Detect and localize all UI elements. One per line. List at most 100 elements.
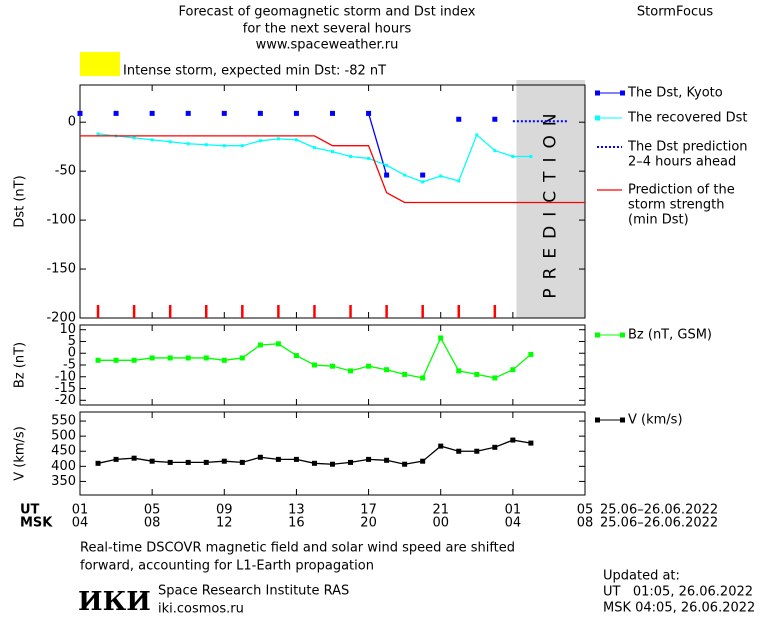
marker bbox=[257, 454, 263, 460]
marker bbox=[149, 355, 155, 361]
marker bbox=[186, 142, 190, 146]
marker bbox=[402, 461, 408, 467]
y-tick-label: -10 bbox=[55, 369, 76, 384]
legend-label: storm strength bbox=[628, 198, 725, 213]
x-tick-label: 17 bbox=[360, 503, 377, 518]
marker bbox=[330, 110, 335, 116]
marker bbox=[456, 116, 462, 122]
marker bbox=[366, 456, 372, 462]
prediction-label: PREDICTION bbox=[541, 104, 561, 298]
marker bbox=[239, 459, 245, 465]
legend-marker bbox=[595, 115, 600, 121]
marker bbox=[95, 460, 101, 466]
marker bbox=[132, 136, 136, 140]
marker bbox=[456, 448, 462, 454]
series-line bbox=[367, 113, 388, 176]
marker bbox=[96, 132, 100, 136]
marker bbox=[276, 137, 280, 141]
alert-box bbox=[80, 52, 120, 76]
note: Real-time DSCOVR magnetic field and sola… bbox=[80, 541, 515, 556]
y-tick-label: 5 bbox=[68, 334, 76, 349]
marker bbox=[492, 116, 498, 122]
y-tick-label: -50 bbox=[55, 164, 76, 179]
marker bbox=[438, 443, 444, 449]
series-line bbox=[80, 135, 585, 204]
x-tick-label: 09 bbox=[216, 503, 233, 518]
marker bbox=[257, 110, 263, 116]
y-tick-label: -200 bbox=[46, 311, 76, 326]
msk-label: MSK bbox=[20, 516, 53, 531]
legend-marker bbox=[595, 332, 600, 338]
marker bbox=[221, 110, 227, 116]
y-axis-label: Dst (nT) bbox=[13, 175, 28, 227]
marker bbox=[420, 172, 426, 178]
marker bbox=[185, 459, 191, 465]
legend-label: The recovered Dst bbox=[627, 111, 747, 126]
legend-label: 2–4 hours ahead bbox=[628, 155, 736, 170]
marker bbox=[204, 143, 208, 147]
marker bbox=[385, 163, 389, 167]
x-tick-label-msk: 04 bbox=[72, 516, 89, 531]
title-line: Forecast of geomagnetic storm and Dst in… bbox=[178, 5, 475, 20]
legend-marker bbox=[595, 90, 600, 96]
legend-marker bbox=[620, 332, 625, 338]
updated-label: Updated at: bbox=[603, 569, 680, 584]
marker bbox=[366, 363, 372, 369]
marker bbox=[167, 355, 173, 361]
y-tick-label: 0 bbox=[68, 115, 76, 130]
x-tick-label: 01 bbox=[505, 503, 522, 518]
y-tick-label: -20 bbox=[55, 393, 76, 408]
marker bbox=[203, 459, 209, 465]
marker bbox=[293, 456, 299, 462]
marker bbox=[168, 140, 172, 144]
marker bbox=[131, 455, 137, 461]
marker bbox=[384, 172, 390, 178]
y-tick-label: 400 bbox=[51, 459, 76, 474]
marker bbox=[367, 156, 371, 160]
series-line bbox=[98, 336, 532, 379]
marker bbox=[330, 461, 335, 467]
legend-marker bbox=[620, 90, 625, 96]
title-line: www.spaceweather.ru bbox=[256, 38, 399, 53]
series-line bbox=[97, 133, 531, 183]
x-tick-label-msk: 00 bbox=[432, 516, 449, 531]
y-tick-label: 500 bbox=[51, 429, 76, 444]
x-tick-label: 21 bbox=[432, 503, 449, 518]
marker bbox=[240, 144, 244, 148]
x-tick-label-msk: 20 bbox=[360, 516, 377, 531]
legend-marker bbox=[595, 417, 600, 423]
logo: ИКИ bbox=[78, 587, 151, 617]
marker bbox=[258, 139, 262, 143]
marker bbox=[293, 353, 299, 359]
y-tick-label: -150 bbox=[46, 262, 76, 277]
marker bbox=[275, 341, 281, 347]
marker bbox=[222, 144, 226, 148]
legend-label: The Dst prediction bbox=[627, 140, 748, 155]
legend-marker bbox=[620, 417, 625, 423]
note: forward, accounting for L1-Earth propaga… bbox=[80, 559, 374, 574]
marker bbox=[456, 368, 462, 374]
x-tick-label: 13 bbox=[288, 503, 305, 518]
marker bbox=[294, 138, 298, 142]
marker bbox=[492, 444, 498, 450]
marker bbox=[203, 355, 209, 361]
marker bbox=[150, 138, 154, 142]
series-line bbox=[97, 439, 532, 465]
y-tick-label: -5 bbox=[63, 358, 76, 373]
date-range: 25.06–26.06.2022 bbox=[600, 503, 718, 518]
marker bbox=[492, 375, 498, 381]
marker bbox=[475, 133, 479, 137]
marker bbox=[131, 357, 137, 363]
x-tick-label: 05 bbox=[144, 503, 161, 518]
plot-frame bbox=[79, 411, 586, 496]
marker bbox=[511, 154, 515, 158]
marker bbox=[95, 357, 101, 363]
marker bbox=[349, 154, 353, 158]
marker bbox=[421, 180, 425, 184]
marker bbox=[312, 146, 316, 150]
org: Space Research Institute RAS bbox=[158, 584, 349, 599]
prediction-zone bbox=[516, 80, 585, 318]
marker bbox=[348, 459, 354, 465]
marker bbox=[384, 367, 390, 373]
